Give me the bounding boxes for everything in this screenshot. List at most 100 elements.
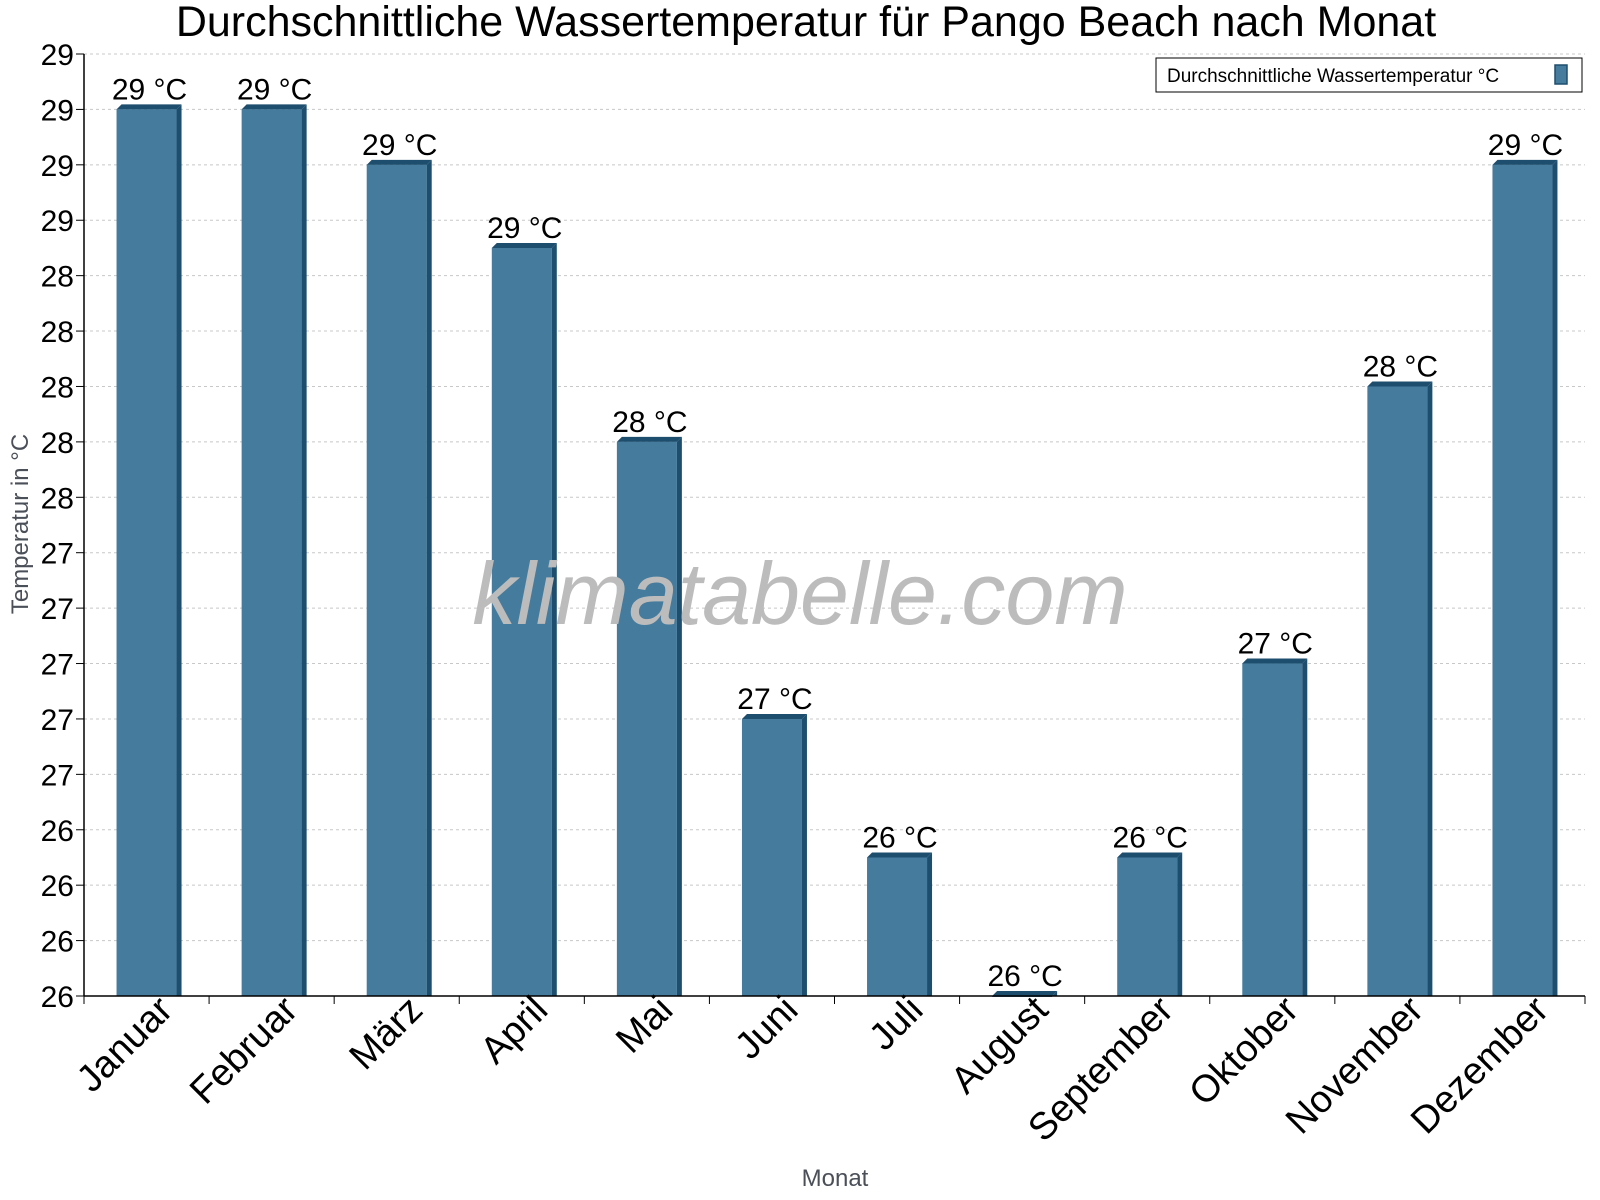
- bar: [1242, 658, 1308, 996]
- chart-title: Durchschnittliche Wassertemperatur für P…: [176, 0, 1436, 46]
- bar: [741, 713, 807, 996]
- y-tick-label: 27: [41, 759, 74, 792]
- bar-side: [1052, 991, 1058, 996]
- bar-data-label: 29 °C: [362, 129, 437, 162]
- bar-top: [741, 713, 807, 719]
- watermark-text: klimatabelle.com: [472, 544, 1127, 643]
- bar-side: [1177, 852, 1183, 996]
- bar-top: [867, 852, 933, 858]
- bar: [366, 159, 432, 996]
- bar: [1367, 381, 1433, 996]
- bar-front: [241, 109, 302, 997]
- bar-top: [1117, 852, 1183, 858]
- x-axis-ticks: Januar Februar März April Mai Juni Juli AugustS…: [69, 988, 1557, 1149]
- bar-front: [616, 441, 677, 997]
- bar-top: [1242, 658, 1308, 664]
- bar-data-label: 27 °C: [1238, 628, 1313, 661]
- y-tick-label: 26: [41, 815, 74, 848]
- x-tick-label: Juni: [727, 989, 806, 1068]
- axes: [83, 54, 1586, 1004]
- bar-top: [366, 159, 432, 165]
- bar-data-label: 28 °C: [1363, 350, 1438, 383]
- y-tick-label: 28: [41, 261, 74, 294]
- bar-top: [992, 991, 1058, 996]
- bar: [1117, 852, 1183, 996]
- y-axis-ticks: 26 26 26 26 27 27 27 27 27 28 28 28 28 28 29 29 29 29: [41, 39, 84, 1014]
- y-tick-label: 29: [41, 150, 74, 183]
- bar-top: [491, 242, 557, 248]
- x-tick-label: April: [473, 989, 556, 1072]
- y-tick-label: 28: [41, 371, 74, 404]
- bar-front: [1117, 857, 1178, 996]
- bar-data-label: 29 °C: [112, 73, 187, 106]
- bar-top: [116, 104, 182, 110]
- legend-swatch: [1554, 64, 1568, 85]
- x-tick-label: März: [342, 989, 431, 1078]
- bar-top: [241, 104, 307, 110]
- bar-side: [426, 159, 432, 996]
- y-tick-label: 26: [41, 981, 74, 1014]
- bar-side: [1427, 381, 1433, 996]
- bar-top: [616, 436, 682, 442]
- bar: [116, 104, 182, 997]
- y-axis-title: Temperatur in °C: [7, 434, 34, 614]
- x-tick-label: August: [943, 988, 1057, 1102]
- y-tick-label: 26: [41, 926, 74, 959]
- bar-front: [491, 247, 552, 997]
- bar-front: [366, 164, 427, 996]
- bars: [116, 104, 1558, 997]
- gridlines: [84, 53, 1585, 942]
- bar-side: [551, 242, 557, 997]
- bar: [1492, 159, 1558, 996]
- bar: [867, 852, 933, 996]
- y-tick-label: 28: [41, 427, 74, 460]
- x-tick-label: Juli: [861, 989, 931, 1059]
- legend: Durchschnittliche Wassertemperatur °C: [1155, 57, 1583, 93]
- x-tick-label: Oktober: [1181, 988, 1307, 1114]
- bar: [241, 104, 307, 997]
- x-tick-label: Januar: [69, 988, 181, 1100]
- bar-data-label: 26 °C: [987, 960, 1062, 993]
- y-tick-label: 26: [41, 870, 74, 903]
- legend-label: Durchschnittliche Wassertemperatur °C: [1167, 66, 1499, 87]
- bar-side: [176, 104, 182, 997]
- legend-box: [1155, 57, 1583, 93]
- bar-side: [927, 852, 933, 996]
- bar: [616, 436, 682, 997]
- x-tick-label: Dezember: [1403, 988, 1557, 1142]
- y-tick-label: 28: [41, 316, 74, 349]
- bar-side: [676, 436, 682, 997]
- bar-data-label: 29 °C: [1488, 129, 1563, 162]
- bar-side: [1552, 159, 1558, 996]
- y-tick-label: 29: [41, 94, 74, 127]
- bar-front: [867, 857, 928, 996]
- bar: [491, 242, 557, 997]
- bar-front: [741, 718, 802, 996]
- bar-front: [1492, 164, 1553, 996]
- y-tick-label: 28: [41, 482, 74, 515]
- y-tick-label: 27: [41, 538, 74, 571]
- y-tick-label: 29: [41, 205, 74, 238]
- bar-front: [116, 109, 177, 997]
- y-tick-label: 27: [41, 704, 74, 737]
- bar-data-label: 29 °C: [487, 212, 562, 245]
- y-tick-label: 29: [41, 39, 74, 72]
- bar-side: [301, 104, 307, 997]
- y-tick-label: 27: [41, 593, 74, 626]
- bar-side: [801, 713, 807, 996]
- bar-top: [1367, 381, 1433, 387]
- bar-data-label: 28 °C: [612, 406, 687, 439]
- bar-top: [1492, 159, 1558, 165]
- x-tick-label: Februar: [182, 988, 306, 1112]
- x-tick-label: Mai: [608, 989, 681, 1062]
- bar-data-label: 29 °C: [237, 73, 312, 106]
- bar-data-label: 26 °C: [862, 821, 937, 854]
- bar-data-label: 27 °C: [737, 683, 812, 716]
- bar-side: [1302, 658, 1308, 996]
- y-tick-label: 27: [41, 649, 74, 682]
- bar-front: [1242, 663, 1303, 996]
- x-axis-title: Monat: [802, 1165, 869, 1192]
- bar-data-label: 26 °C: [1113, 821, 1188, 854]
- bar-data-labels: 29 °C 29 °C 29 °C 29 °C 28 °C 27 °C 26 °C 26 °C…: [112, 73, 1563, 993]
